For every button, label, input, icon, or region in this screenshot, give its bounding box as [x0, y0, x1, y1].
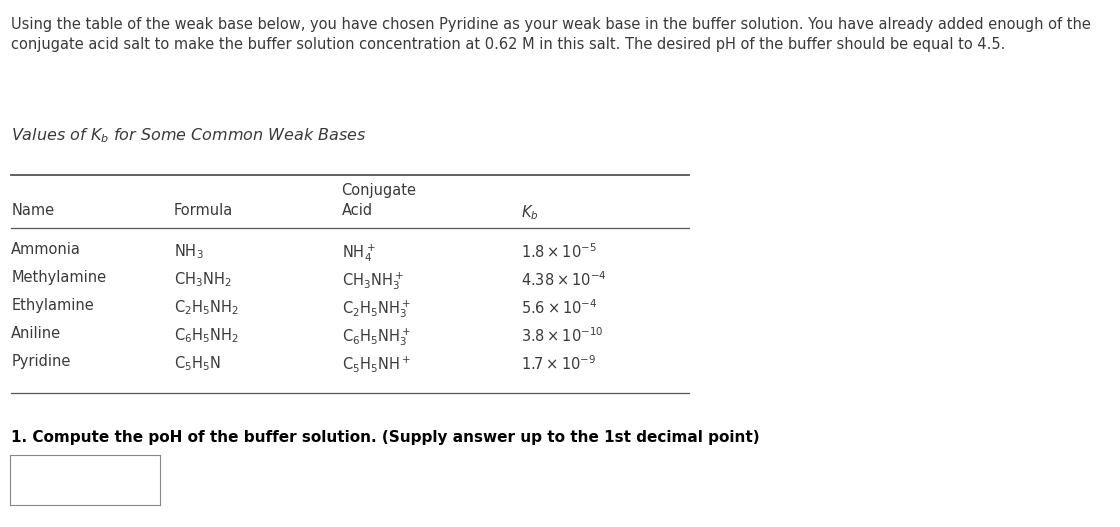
Text: $\mathrm{NH_4^+}$: $\mathrm{NH_4^+}$ [342, 242, 375, 264]
Text: Name: Name [11, 203, 55, 218]
Text: Values of $K_b$ for Some Common Weak Bases: Values of $K_b$ for Some Common Weak Bas… [11, 126, 367, 145]
Text: $4.38 \times 10^{-4}$: $4.38 \times 10^{-4}$ [521, 270, 607, 289]
Text: Formula: Formula [174, 203, 233, 218]
Text: $K_b$: $K_b$ [521, 203, 539, 222]
Text: $\mathrm{C_6H_5NH_2}$: $\mathrm{C_6H_5NH_2}$ [174, 326, 239, 345]
Text: Aniline: Aniline [11, 326, 62, 341]
Text: Ammonia: Ammonia [11, 242, 81, 257]
Text: conjugate acid salt to make the buffer solution concentration at 0.62 M in this : conjugate acid salt to make the buffer s… [11, 37, 1006, 52]
Text: 1. Compute the poH of the buffer solution. (Supply answer up to the 1st decimal : 1. Compute the poH of the buffer solutio… [11, 430, 759, 445]
Text: $\mathrm{C_2H_5NH_2}$: $\mathrm{C_2H_5NH_2}$ [174, 298, 239, 317]
Text: $\mathrm{C_5H_5NH^+}$: $\mathrm{C_5H_5NH^+}$ [342, 354, 411, 374]
Text: $3.8 \times 10^{-10}$: $3.8 \times 10^{-10}$ [521, 326, 604, 345]
Text: $\mathrm{C_6H_5NH_3^+}$: $\mathrm{C_6H_5NH_3^+}$ [342, 326, 411, 348]
Text: $\mathrm{C_2H_5NH_3^+}$: $\mathrm{C_2H_5NH_3^+}$ [342, 298, 411, 320]
Text: Acid: Acid [342, 203, 373, 218]
Text: Ethylamine: Ethylamine [11, 298, 94, 313]
Text: $1.7 \times 10^{-9}$: $1.7 \times 10^{-9}$ [521, 354, 596, 373]
Text: $\mathrm{NH_3}$: $\mathrm{NH_3}$ [174, 242, 204, 261]
Text: Methylamine: Methylamine [11, 270, 106, 285]
Text: $\mathrm{CH_3NH_3^+}$: $\mathrm{CH_3NH_3^+}$ [342, 270, 403, 292]
Text: Conjugate: Conjugate [342, 183, 417, 198]
Text: $\mathrm{CH_3NH_2}$: $\mathrm{CH_3NH_2}$ [174, 270, 232, 289]
Text: $5.6 \times 10^{-4}$: $5.6 \times 10^{-4}$ [521, 298, 597, 317]
Text: $1.8 \times 10^{-5}$: $1.8 \times 10^{-5}$ [521, 242, 597, 261]
Text: $\mathrm{C_5H_5N}$: $\mathrm{C_5H_5N}$ [174, 354, 221, 373]
Text: Pyridine: Pyridine [11, 354, 71, 369]
Text: Using the table of the weak base below, you have chosen Pyridine as your weak ba: Using the table of the weak base below, … [11, 17, 1091, 32]
